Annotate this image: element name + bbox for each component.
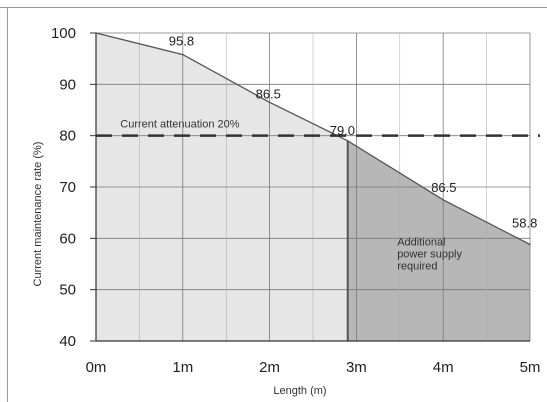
y-tick-label-70: 70 <box>59 179 76 196</box>
y-tick-label-80: 80 <box>59 128 76 145</box>
data-point-5 <box>529 243 531 246</box>
y-tick-label-90: 90 <box>59 76 76 93</box>
series-line <box>95 32 531 246</box>
data-label-2: 79.0 <box>330 123 355 138</box>
data-point-4 <box>442 199 445 201</box>
threshold-group: Current attenuation 20% <box>96 119 540 137</box>
y-tick-label-40: 40 <box>59 333 76 350</box>
area-fill-extra-power <box>347 140 530 341</box>
y-axis-title: Current maintenance rate (%) <box>32 142 44 287</box>
region-note-line-1: power supply <box>397 249 462 261</box>
data-point-1 <box>182 53 184 56</box>
data-point-2 <box>268 101 271 104</box>
x-tick-label-4m: 4m <box>433 359 454 376</box>
axes-group: 40 50 60 70 80 90 100 0m 1m 2m 3m 4m 5m <box>51 25 540 376</box>
data-point-3 <box>346 140 349 142</box>
region-note-line-2: required <box>397 261 437 273</box>
region-note-line-0: Additional <box>397 237 445 249</box>
data-label-4: 58.8 <box>512 215 537 230</box>
x-tick-label-3m: 3m <box>346 359 367 376</box>
x-tick-label-2m: 2m <box>259 359 280 376</box>
data-label-1: 86.5 <box>256 86 281 101</box>
x-tick-label-1m: 1m <box>172 359 193 376</box>
data-label-3: 86.5 <box>431 180 456 195</box>
x-tick-label-5m: 5m <box>520 359 541 376</box>
x-axis-title: Length (m) <box>273 385 326 397</box>
data-label-0: 95.8 <box>169 34 194 49</box>
gridlines <box>96 32 531 341</box>
y-tick-label-100: 100 <box>51 25 76 42</box>
y-tick-label-50: 50 <box>59 282 76 299</box>
y-tick-label-60: 60 <box>59 230 76 247</box>
x-tick-label-0m: 0m <box>86 359 107 376</box>
threshold-label: Current attenuation 20% <box>120 119 239 131</box>
